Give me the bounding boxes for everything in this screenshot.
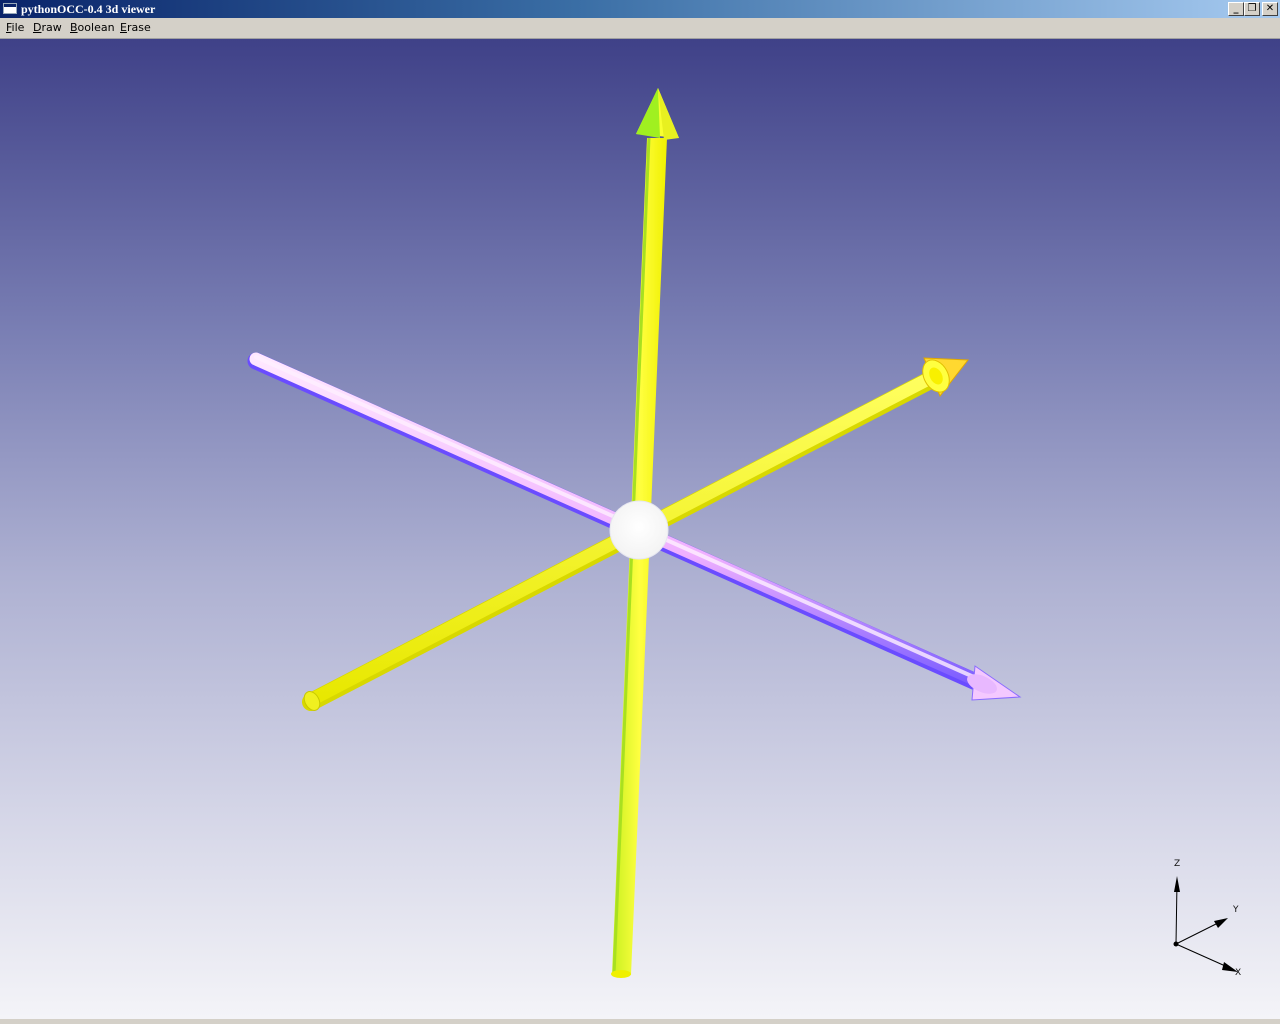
restore-button[interactable]: ❐ [1244, 2, 1260, 16]
menu-erase[interactable]: Erase [120, 21, 151, 34]
3d-viewport[interactable]: Z Y X [0, 39, 1280, 1019]
center-sphere[interactable] [609, 500, 669, 560]
window-title: pythonOCC-0.4 3d viewer [21, 2, 156, 16]
minimize-button[interactable]: _ [1228, 2, 1244, 16]
triedron-y-label: Y [1232, 905, 1239, 915]
triedron-z-label: Z [1174, 859, 1180, 869]
window-controls: _ ❐ ✕ [1228, 2, 1278, 16]
title-bar[interactable]: pythonOCC-0.4 3d viewer _ ❐ ✕ [0, 0, 1280, 18]
menu-boolean[interactable]: Boolean [70, 21, 115, 34]
triedron-x-label: X [1235, 968, 1241, 978]
menu-draw[interactable]: Draw [33, 21, 62, 34]
scene-canvas[interactable]: Z Y X [0, 39, 1280, 1019]
menu-file[interactable]: File [6, 21, 25, 34]
close-button[interactable]: ✕ [1262, 2, 1278, 16]
window-bottom-border [0, 1019, 1280, 1024]
window-icon[interactable] [3, 3, 17, 14]
axis-triedron: Z Y X [1173, 859, 1241, 978]
menu-bar: File Draw Boolean Erase [0, 18, 1280, 39]
